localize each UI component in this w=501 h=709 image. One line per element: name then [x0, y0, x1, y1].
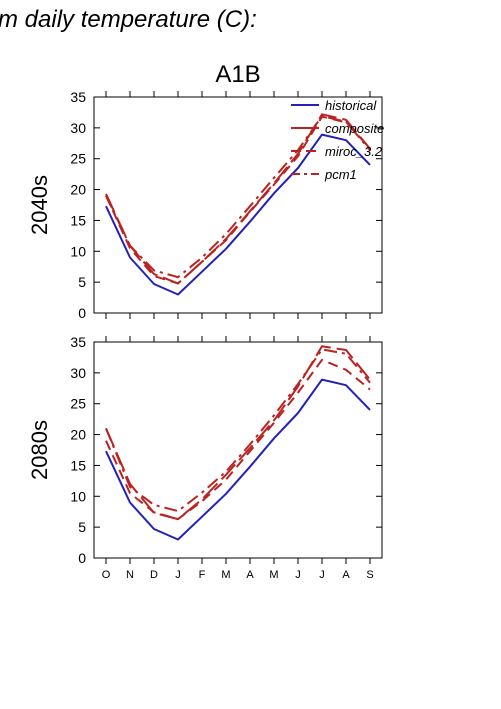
x-tick-label: S — [366, 569, 373, 581]
y-tick-label: 20 — [70, 182, 86, 198]
x-tick-label: M — [221, 569, 230, 581]
series-line-miroc-3-2 — [105, 358, 371, 521]
y-tick-label: 30 — [70, 365, 86, 381]
y-tick-label: 25 — [70, 151, 86, 167]
y-tick-label: 20 — [70, 427, 86, 443]
x-tick-label: D — [150, 569, 158, 581]
panel-2040s: 0 5 10 15 20 25 30 35 2040s — [27, 89, 383, 321]
x-tick-label: J — [319, 569, 325, 581]
x-tick-label: J — [295, 569, 301, 581]
legend: historical composite miroc_3.2 pcm1 — [291, 98, 384, 182]
y-tick-label: 35 — [70, 89, 86, 105]
page-title: m daily temperature (C): — [0, 6, 257, 33]
y-tick-label: 0 — [78, 550, 86, 566]
y-axis-label: 2080s — [27, 420, 52, 480]
y-tick-label: 5 — [78, 274, 86, 290]
x-tick-label: M — [269, 569, 278, 581]
y-tick-label: 5 — [78, 519, 86, 535]
x-tick-label: J — [175, 569, 181, 581]
series-line-miroc-3-2 — [105, 115, 371, 285]
legend-label: composite — [325, 121, 384, 136]
plot-frame — [93, 96, 383, 314]
y-tick-label: 10 — [70, 488, 86, 504]
series-line-pcm1 — [105, 115, 371, 279]
y-tick-label: 10 — [70, 243, 86, 259]
legend-label: pcm1 — [324, 167, 357, 182]
y-axis-label: 2040s — [27, 175, 52, 235]
x-tick-label: O — [102, 569, 111, 581]
plot-frame — [93, 341, 383, 559]
series-line-historical — [105, 133, 371, 296]
x-tick-label: A — [342, 569, 350, 581]
y-tick-label: 25 — [70, 396, 86, 412]
x-tick-label: F — [199, 569, 206, 581]
x-tick-label: A — [246, 569, 254, 581]
legend-label: miroc_3.2 — [325, 144, 383, 159]
series-line-historical — [105, 378, 371, 541]
x-tick-label: N — [126, 569, 134, 581]
y-tick-label: 35 — [70, 334, 86, 350]
y-tick-label: 15 — [70, 457, 86, 473]
y-tick-label: 15 — [70, 212, 86, 228]
y-tick-label: 30 — [70, 120, 86, 136]
series-line-composite — [105, 345, 371, 521]
chart-panels: 0 5 10 15 20 25 30 35 2040s 0 5 10 15 20 25 30 35 2080s O N… — [27, 89, 383, 581]
chart-title: A1B — [215, 61, 260, 88]
series-line-pcm1 — [105, 348, 371, 513]
y-tick-label: 0 — [78, 305, 86, 321]
series-line-composite — [105, 113, 371, 285]
panel-2080s: 0 5 10 15 20 25 30 35 2080s — [27, 334, 383, 566]
legend-label: historical — [325, 98, 377, 113]
